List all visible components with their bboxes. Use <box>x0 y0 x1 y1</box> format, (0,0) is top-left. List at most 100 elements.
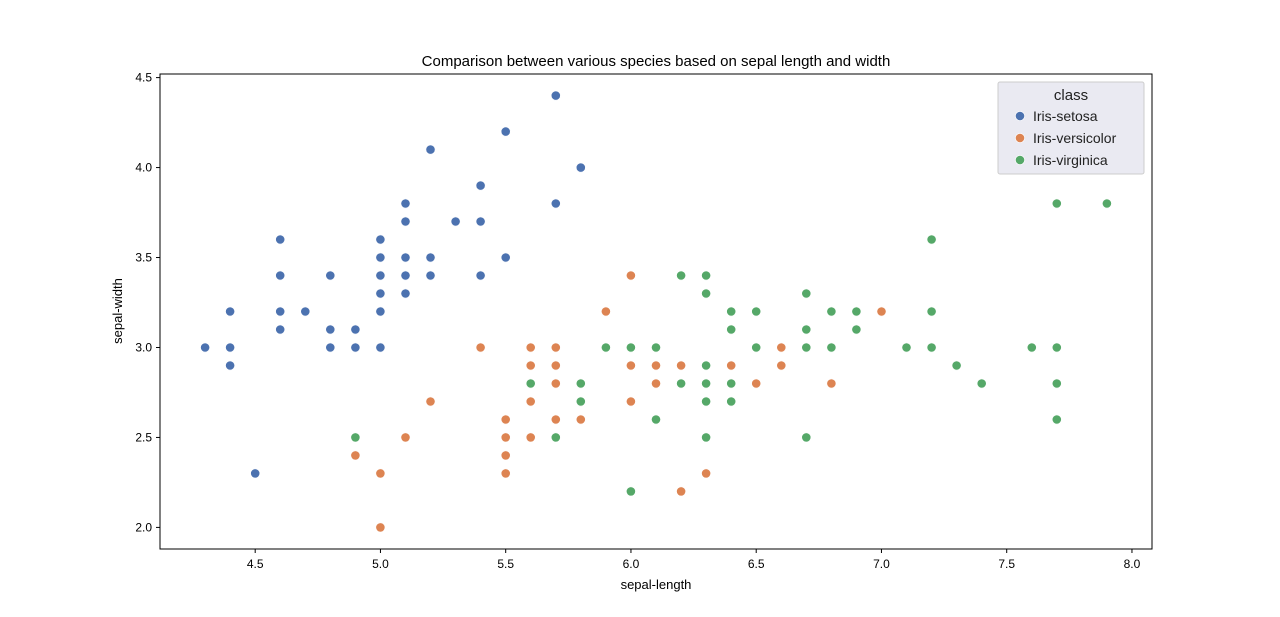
data-point <box>926 234 937 245</box>
x-tick-label: 4.5 <box>247 557 264 571</box>
data-point <box>626 396 636 407</box>
data-point <box>525 378 536 389</box>
points-layer <box>200 90 1112 533</box>
legend-label: Iris-setosa <box>1033 108 1098 124</box>
data-point <box>1051 342 1062 353</box>
data-point <box>701 360 711 371</box>
data-point <box>676 378 686 389</box>
data-point <box>701 468 711 479</box>
data-point <box>500 414 511 425</box>
data-point <box>500 432 511 443</box>
data-point <box>500 450 511 461</box>
data-point <box>726 306 737 317</box>
data-point <box>500 252 511 263</box>
data-point <box>801 288 812 299</box>
legend-label: Iris-virginica <box>1033 152 1108 168</box>
data-point <box>801 324 812 335</box>
data-point <box>375 252 386 263</box>
data-point <box>676 360 686 371</box>
data-point <box>375 288 386 299</box>
data-point <box>651 378 661 389</box>
legend: class Iris-setosa Iris-versicolor Iris-vir… <box>997 81 1145 175</box>
data-point <box>350 324 361 335</box>
data-point <box>375 342 386 353</box>
data-point <box>400 252 411 263</box>
data-point <box>776 360 787 371</box>
legend-box <box>997 81 1145 175</box>
data-point <box>475 180 486 191</box>
data-point <box>751 306 762 317</box>
legend-marker <box>1015 111 1025 121</box>
data-point <box>325 270 336 281</box>
series-iris-virginica <box>350 198 1112 497</box>
legend-marker <box>1015 155 1025 165</box>
x-tick-label: 5.5 <box>497 557 514 571</box>
data-point <box>225 342 235 353</box>
data-point <box>1026 342 1037 353</box>
data-point <box>375 468 386 479</box>
data-point <box>575 378 586 389</box>
data-point <box>575 396 586 407</box>
x-tick-label: 7.0 <box>873 557 890 571</box>
data-point <box>951 360 962 371</box>
data-point <box>550 198 561 209</box>
data-point <box>1051 414 1062 425</box>
x-tick-label: 6.5 <box>748 557 765 571</box>
legend-title: class <box>1054 87 1088 104</box>
data-point <box>350 450 361 461</box>
data-point <box>400 216 411 227</box>
data-point <box>475 216 486 227</box>
legend-marker <box>1015 133 1025 143</box>
data-point <box>901 342 912 353</box>
y-tick-label: 4.0 <box>135 161 152 175</box>
data-point <box>400 270 411 281</box>
data-point <box>651 360 661 371</box>
data-point <box>275 270 286 281</box>
x-axis-label: sepal-length <box>621 577 692 592</box>
data-point <box>751 378 762 389</box>
data-point <box>726 396 737 407</box>
data-point <box>575 162 586 173</box>
plot-frame <box>159 73 1153 550</box>
y-tick-label: 3.5 <box>135 251 152 265</box>
data-point <box>525 396 536 407</box>
data-point <box>626 360 636 371</box>
data-point <box>601 306 611 317</box>
data-point <box>801 432 812 443</box>
x-tick-label: 8.0 <box>1124 557 1141 571</box>
data-point <box>776 342 787 353</box>
data-point <box>350 342 361 353</box>
data-point <box>676 486 686 497</box>
data-point <box>851 306 862 317</box>
data-point <box>601 342 611 353</box>
series-iris-versicolor <box>350 270 887 533</box>
x-tick-label: 7.5 <box>998 557 1015 571</box>
data-point <box>826 378 837 389</box>
data-point <box>325 342 336 353</box>
data-point <box>826 342 837 353</box>
data-point <box>976 378 987 389</box>
data-point <box>826 306 837 317</box>
data-point <box>475 342 486 353</box>
data-point <box>425 252 436 263</box>
data-point <box>1051 378 1062 389</box>
data-point <box>300 306 311 317</box>
data-point <box>1102 198 1112 209</box>
data-point <box>575 414 586 425</box>
data-point <box>550 378 561 389</box>
data-point <box>926 306 937 317</box>
chart-title: Comparison between various species based… <box>422 53 891 70</box>
data-point <box>626 342 636 353</box>
data-point <box>500 126 511 137</box>
data-point <box>275 234 286 245</box>
y-tick-label: 2.5 <box>135 430 152 444</box>
data-point <box>425 270 436 281</box>
data-point <box>651 342 661 353</box>
data-point <box>400 432 411 443</box>
data-point <box>375 306 386 317</box>
data-point <box>726 360 737 371</box>
data-point <box>500 468 511 479</box>
data-point <box>275 324 286 335</box>
data-point <box>400 198 411 209</box>
